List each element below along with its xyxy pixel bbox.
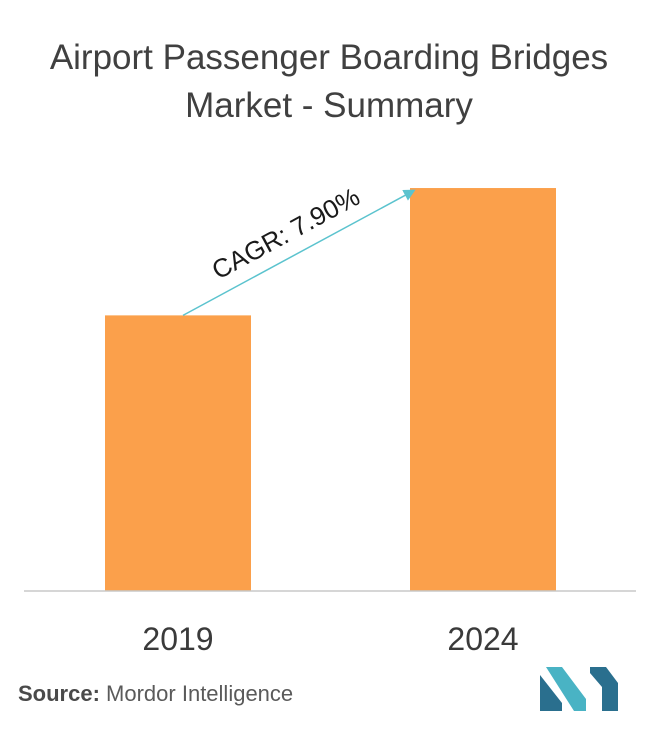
cagr-annotation: CAGR: 7.90% [207,181,365,285]
chart-title-line-2: Market - Summary [185,86,473,125]
x-tick-label-2019: 2019 [142,621,213,657]
mordor-intelligence-logo [540,667,618,711]
logo-shape-mid [546,667,586,711]
cagr-arrow [182,189,416,317]
chart-title: Airport Passenger Boarding Bridges Market… [0,34,658,130]
x-tick-label-2024: 2024 [447,621,518,657]
source-note: Source: Mordor Intelligence [18,681,293,707]
source-name: Mordor Intelligence [106,681,294,706]
chart-title-line-1: Airport Passenger Boarding Bridges [49,38,609,77]
logo-shape-right [590,667,618,711]
bar-2019 [105,315,251,591]
logo-shape-left [540,675,562,711]
source-label: Source: [18,681,100,706]
bar-2024 [410,188,556,591]
